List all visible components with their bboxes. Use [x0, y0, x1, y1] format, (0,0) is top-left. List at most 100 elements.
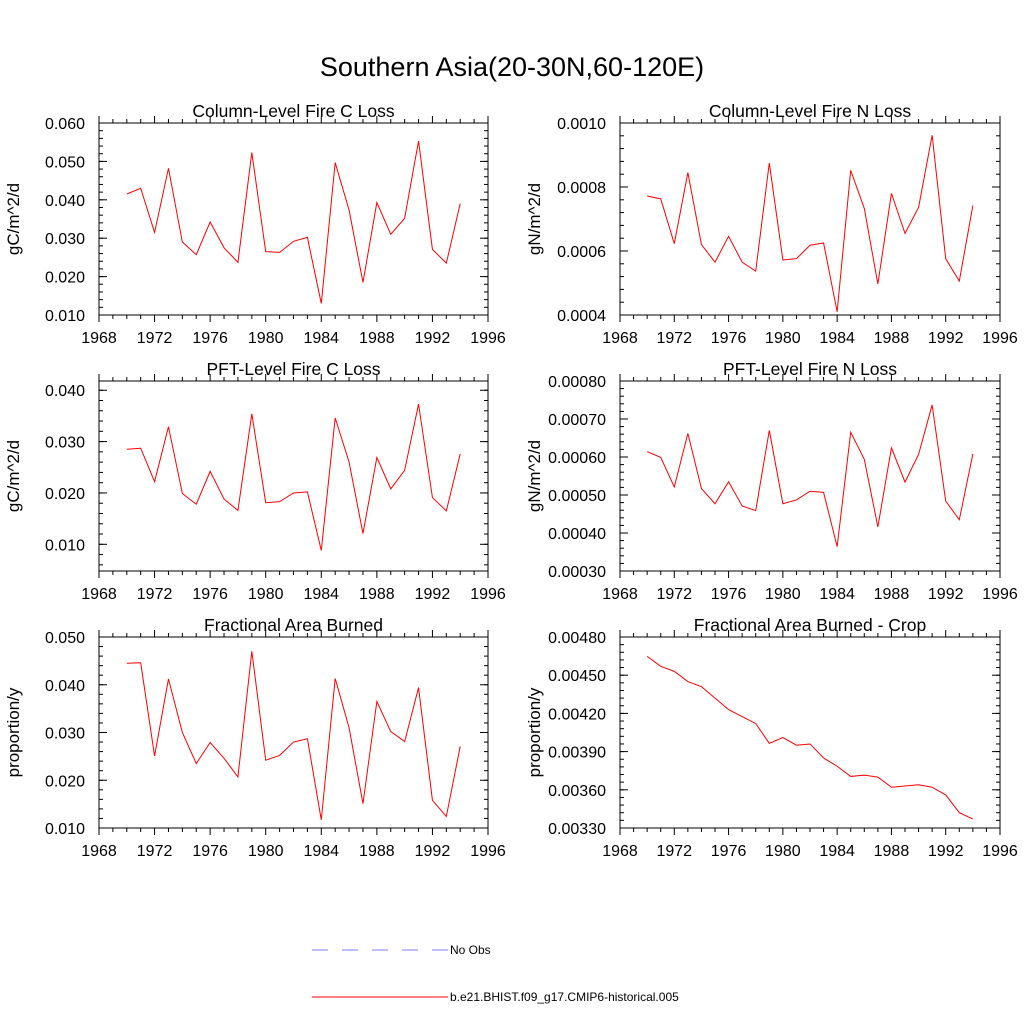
x-tick-label: 1984: [303, 843, 339, 860]
panel-title: Column-Level Fire C Loss: [192, 101, 395, 121]
x-tick-label: 1980: [248, 330, 284, 347]
y-tick-label: 0.00070: [548, 412, 606, 429]
y-tick-label: 0.00390: [548, 745, 606, 762]
x-tick-label: 1988: [359, 843, 395, 860]
x-tick-label: 1984: [819, 586, 855, 603]
y-tick-label: 0.040: [45, 193, 85, 210]
y-tick-label: 0.00030: [548, 564, 606, 581]
x-tick-label: 1972: [656, 586, 692, 603]
y-tick-label: 0.00450: [548, 668, 606, 685]
x-tick-label: 1992: [928, 330, 964, 347]
x-tick-label: 1976: [192, 330, 228, 347]
x-tick-label: 1992: [928, 586, 964, 603]
series-line: [646, 404, 974, 547]
x-tick-label: 1976: [711, 586, 747, 603]
panel-title: PFT-Level Fire N Loss: [723, 359, 897, 379]
x-tick-label: 1976: [711, 843, 747, 860]
x-tick-label: 1988: [874, 843, 910, 860]
x-tick-label: 1968: [81, 843, 117, 860]
plot-frame: [619, 636, 1001, 829]
y-tick-label: 0.040: [45, 678, 85, 695]
x-tick-label: 1976: [192, 586, 228, 603]
x-tick-label: 1980: [765, 586, 801, 603]
y-tick-label: 0.00420: [548, 706, 606, 723]
y-axis-label: gN/m^2/d: [525, 183, 544, 255]
y-tick-label: 0.010: [45, 537, 85, 554]
panel-title: Column-Level Fire N Loss: [709, 101, 912, 121]
y-tick-label: 0.020: [45, 486, 85, 503]
y-tick-label: 0.00060: [548, 450, 606, 467]
x-tick-label: 1984: [303, 330, 339, 347]
chart-panel: PFT-Level Fire C Loss gC/m^2/d 1968 1972 197…: [4, 359, 506, 603]
y-tick-label: 0.0010: [557, 116, 606, 133]
y-tick-label: 0.020: [45, 270, 85, 287]
chart-panel: Column-Level Fire C Loss gC/m^2/d 1968 1972…: [4, 101, 506, 347]
x-tick-label: 1972: [137, 843, 173, 860]
y-axis-label: proportion/y: [4, 687, 23, 777]
y-tick-label: 0.00480: [548, 630, 606, 647]
x-tick-label: 1980: [765, 843, 801, 860]
x-tick-label: 1968: [81, 330, 117, 347]
y-tick-label: 0.030: [45, 231, 85, 248]
x-tick-label: 1992: [928, 843, 964, 860]
series-line: [646, 655, 974, 820]
y-tick-label: 0.00040: [548, 526, 606, 543]
x-tick-label: 1996: [470, 330, 506, 347]
x-tick-label: 1984: [303, 586, 339, 603]
y-tick-label: 0.0008: [557, 180, 606, 197]
y-tick-label: 0.030: [45, 726, 85, 743]
y-tick-label: 0.020: [45, 773, 85, 790]
y-tick-label: 0.060: [45, 116, 85, 133]
x-tick-label: 1980: [248, 586, 284, 603]
x-tick-label: 1968: [602, 330, 638, 347]
x-tick-label: 1980: [248, 843, 284, 860]
x-tick-label: 1988: [874, 586, 910, 603]
x-tick-label: 1984: [819, 330, 855, 347]
y-tick-label: 0.00360: [548, 783, 606, 800]
y-tick-label: 0.0004: [557, 308, 606, 325]
y-tick-label: 0.040: [45, 383, 85, 400]
main-title: Southern Asia(20-30N,60-120E): [320, 52, 704, 82]
x-tick-label: 1988: [359, 586, 395, 603]
x-tick-label: 1976: [711, 330, 747, 347]
y-axis-label: gN/m^2/d: [525, 440, 544, 512]
x-tick-label: 1992: [415, 586, 451, 603]
x-tick-label: 1968: [81, 586, 117, 603]
x-tick-label: 1972: [656, 843, 692, 860]
legend: No Obs b.e21.BHIST.f09_g17.CMIP6-historic…: [312, 943, 679, 1004]
x-tick-label: 1996: [470, 843, 506, 860]
x-tick-label: 1984: [819, 843, 855, 860]
legend-label: No Obs: [450, 943, 491, 957]
panels: Column-Level Fire C Loss gC/m^2/d 1968 1972…: [4, 101, 1018, 860]
y-tick-label: 0.00080: [548, 374, 606, 391]
chart-panel: Fractional Area Burned proportion/y 1968 19…: [4, 615, 506, 860]
panel-title: Fractional Area Burned: [204, 615, 383, 635]
y-axis-label: gC/m^2/d: [4, 440, 23, 512]
x-tick-label: 1980: [765, 330, 801, 347]
y-tick-label: 0.00330: [548, 821, 606, 838]
series-line: [126, 404, 461, 551]
y-tick-label: 0.050: [45, 630, 85, 647]
chart-panel: PFT-Level Fire N Loss gN/m^2/d 1968 1972 197…: [525, 359, 1018, 603]
x-tick-label: 1972: [656, 330, 692, 347]
legend-label: b.e21.BHIST.f09_g17.CMIP6-historical.005: [450, 990, 679, 1004]
series-line: [126, 140, 461, 304]
x-tick-label: 1992: [415, 843, 451, 860]
x-tick-label: 1988: [874, 330, 910, 347]
y-tick-label: 0.00050: [548, 488, 606, 505]
y-tick-label: 0.010: [45, 308, 85, 325]
y-tick-label: 0.030: [45, 435, 85, 452]
x-tick-label: 1996: [982, 843, 1018, 860]
chart-panel: Fractional Area Burned - Crop proportion/…: [525, 615, 1018, 860]
series-line: [647, 135, 974, 312]
x-tick-label: 1976: [192, 843, 228, 860]
x-tick-label: 1996: [982, 586, 1018, 603]
y-tick-label: 0.010: [45, 821, 85, 838]
x-tick-label: 1972: [137, 586, 173, 603]
x-tick-label: 1996: [982, 330, 1018, 347]
y-axis-label: gC/m^2/d: [4, 183, 23, 255]
x-tick-label: 1972: [137, 330, 173, 347]
x-tick-label: 1996: [470, 586, 506, 603]
x-tick-label: 1968: [602, 843, 638, 860]
